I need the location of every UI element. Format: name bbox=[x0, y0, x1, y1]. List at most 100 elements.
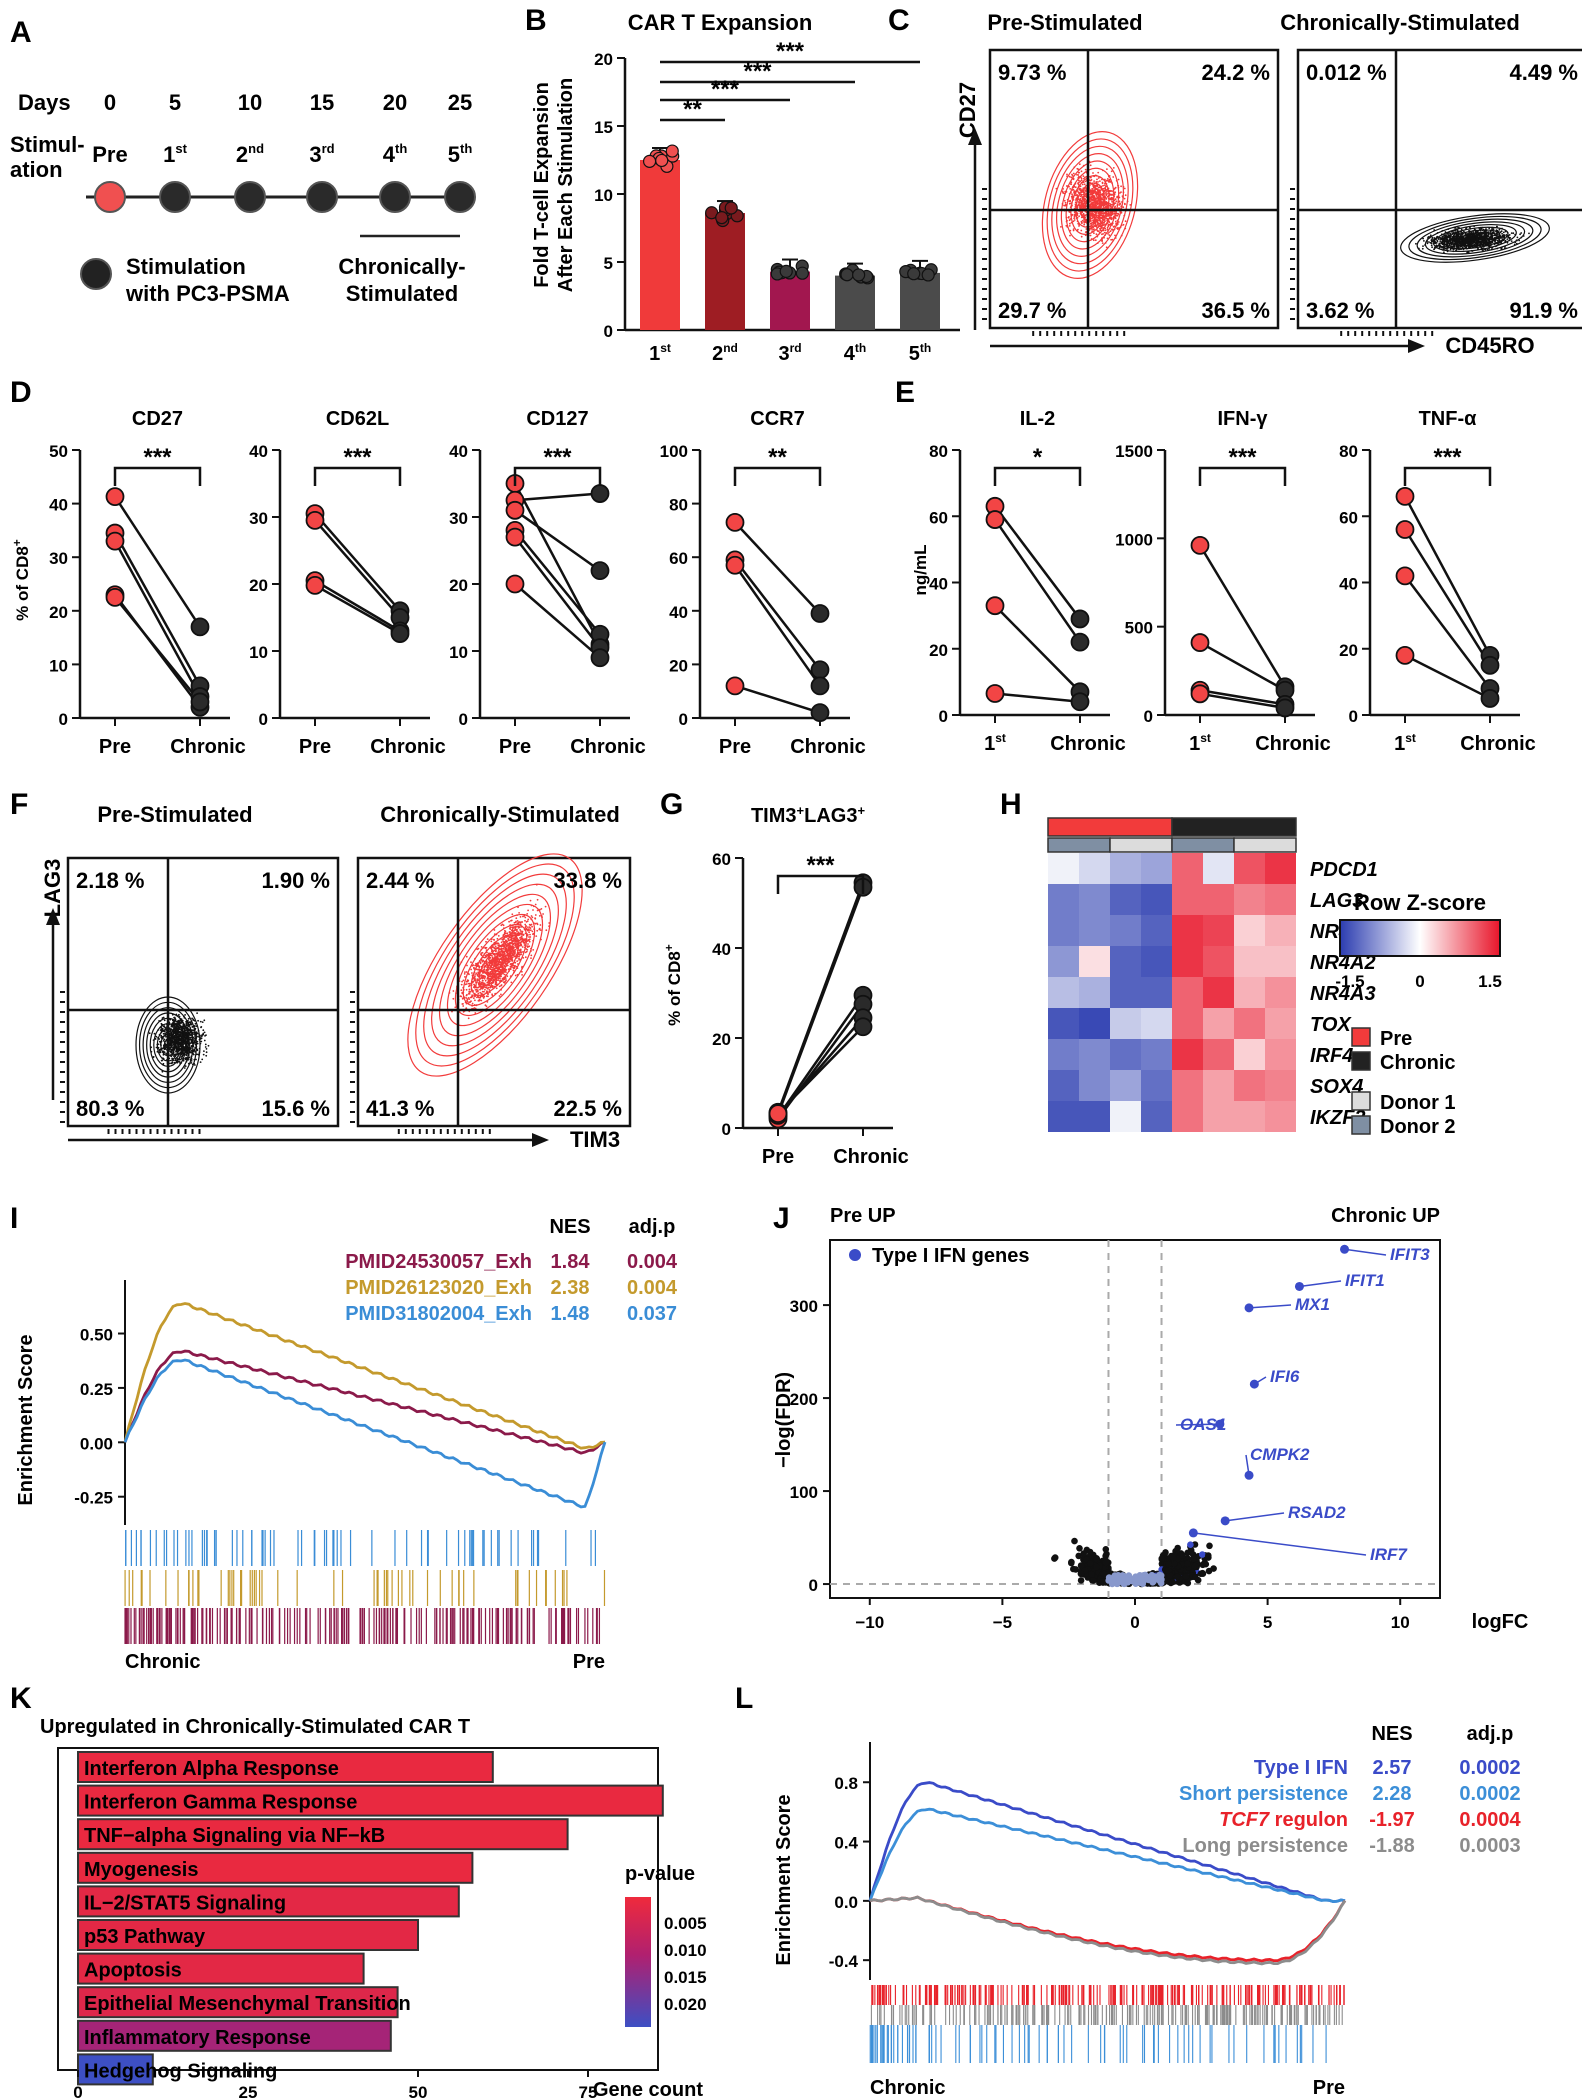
flow-event bbox=[1080, 193, 1083, 196]
e2-ytick-label: 60 bbox=[1339, 508, 1358, 527]
b-ytick-label: 10 bbox=[594, 186, 613, 205]
flow-event bbox=[148, 1032, 151, 1035]
flow-event bbox=[1084, 176, 1086, 179]
d1-pair-line bbox=[314, 519, 401, 619]
flow-event bbox=[1084, 214, 1087, 217]
flow-event bbox=[1070, 176, 1073, 179]
d0-chronic-point bbox=[190, 692, 210, 712]
flow-event bbox=[1062, 192, 1065, 195]
flow-event bbox=[1071, 195, 1074, 197]
flow-event bbox=[1072, 188, 1075, 191]
flow-contour bbox=[1079, 189, 1101, 221]
flow-event bbox=[1081, 204, 1084, 206]
flow-event bbox=[1097, 181, 1099, 183]
b-dot bbox=[779, 264, 793, 278]
panel-c: C Pre-Stimulated Chronically-Stimulated … bbox=[888, 4, 1582, 358]
quadrant-ur: 24.2 % bbox=[1202, 60, 1271, 85]
d2-pre-point bbox=[505, 574, 525, 594]
flow-event bbox=[189, 1042, 192, 1045]
e0-pair-line bbox=[994, 505, 1081, 620]
timeline-node bbox=[379, 181, 411, 213]
panel-b-title: CAR T Expansion bbox=[628, 10, 813, 35]
d0-ytick-label: 40 bbox=[49, 496, 68, 515]
e0-ytick-label: 20 bbox=[929, 641, 948, 660]
flow-event bbox=[1446, 243, 1449, 246]
flow-event bbox=[192, 1053, 195, 1056]
panel-e-ylabel: ng/mL bbox=[911, 545, 930, 596]
panel-f-xarrow-head bbox=[532, 1133, 549, 1147]
d3-pre-point bbox=[725, 555, 745, 575]
e2-pre-point bbox=[1395, 645, 1415, 665]
quadrant-lr: 15.6 % bbox=[262, 1096, 331, 1121]
stim-label-sup: st bbox=[175, 141, 187, 156]
e0-xlabel-sup: st bbox=[995, 731, 1006, 745]
stim-label: 2nd bbox=[236, 141, 264, 167]
flow-event bbox=[188, 1056, 191, 1059]
flow-event bbox=[1073, 217, 1075, 220]
flow-event bbox=[171, 1061, 174, 1063]
flow-event bbox=[1072, 220, 1075, 223]
flow-event bbox=[1096, 185, 1099, 188]
b-sig-stars: ** bbox=[683, 96, 702, 123]
b-dot bbox=[665, 144, 679, 158]
flow-event bbox=[163, 1019, 166, 1022]
e1-ytick-label: 1500 bbox=[1115, 442, 1153, 461]
flow-event bbox=[193, 1037, 195, 1039]
flow-event bbox=[155, 1035, 158, 1038]
flow-event bbox=[1443, 246, 1446, 249]
e1-pair-line bbox=[1199, 689, 1286, 706]
d0-chronic-point bbox=[190, 617, 210, 637]
flow-event bbox=[1069, 234, 1071, 237]
stim-label-main: 5 bbox=[448, 142, 460, 167]
flow-event bbox=[1117, 212, 1119, 215]
flow-event bbox=[1100, 214, 1103, 217]
flow-event bbox=[1426, 242, 1429, 245]
flow-event bbox=[1080, 229, 1083, 232]
b-dot bbox=[840, 268, 854, 282]
day-label: 0 bbox=[104, 90, 116, 115]
flow-event bbox=[1431, 246, 1433, 249]
flow-event bbox=[1113, 212, 1115, 215]
quadrant-ll: 3.62 % bbox=[1306, 298, 1375, 323]
flow-event bbox=[531, 930, 534, 933]
e1-pre-point bbox=[1190, 633, 1210, 652]
flow-event bbox=[176, 1024, 179, 1027]
flow-event bbox=[1123, 202, 1126, 205]
flow-event bbox=[496, 937, 499, 940]
e2-title: TNF-α bbox=[1419, 408, 1478, 430]
panel-f-xaxis: TIM3 bbox=[570, 1127, 620, 1152]
flow-event bbox=[519, 916, 522, 918]
flow-event bbox=[1065, 224, 1068, 227]
flow-event bbox=[1081, 211, 1084, 214]
flow-event bbox=[1068, 200, 1071, 203]
e0-pre-point bbox=[985, 510, 1005, 529]
flow-event bbox=[1502, 231, 1505, 234]
b-dot bbox=[715, 211, 729, 225]
flow-event bbox=[521, 946, 524, 948]
flow-frame bbox=[988, 48, 1280, 330]
flow-event bbox=[470, 968, 472, 971]
flow-event bbox=[1100, 216, 1103, 219]
flow-event bbox=[1495, 232, 1498, 235]
quadrant-ll: 80.3 % bbox=[76, 1096, 145, 1121]
flow-event bbox=[1092, 185, 1095, 188]
panel-f-letter: F bbox=[10, 788, 28, 821]
flow-event bbox=[1090, 228, 1093, 230]
flow-event bbox=[1112, 167, 1115, 169]
e2-pair-line bbox=[1403, 528, 1492, 666]
flow-event bbox=[1096, 188, 1099, 191]
flow-event bbox=[452, 997, 455, 1000]
flow-event bbox=[1068, 216, 1070, 218]
e0-ytick-label: 0 bbox=[939, 707, 948, 726]
flow-event bbox=[527, 945, 530, 948]
flow-event bbox=[1516, 236, 1519, 239]
b-dot bbox=[907, 267, 921, 281]
flow-frame bbox=[66, 856, 340, 1128]
flow-event bbox=[1487, 234, 1490, 236]
flow-event bbox=[1102, 233, 1104, 235]
e1-xlabel-pre-main: 1 bbox=[1189, 733, 1200, 755]
quadrant-ul: 2.18 % bbox=[76, 868, 145, 893]
flow-event bbox=[525, 926, 527, 928]
d1-pre-point bbox=[305, 510, 325, 530]
